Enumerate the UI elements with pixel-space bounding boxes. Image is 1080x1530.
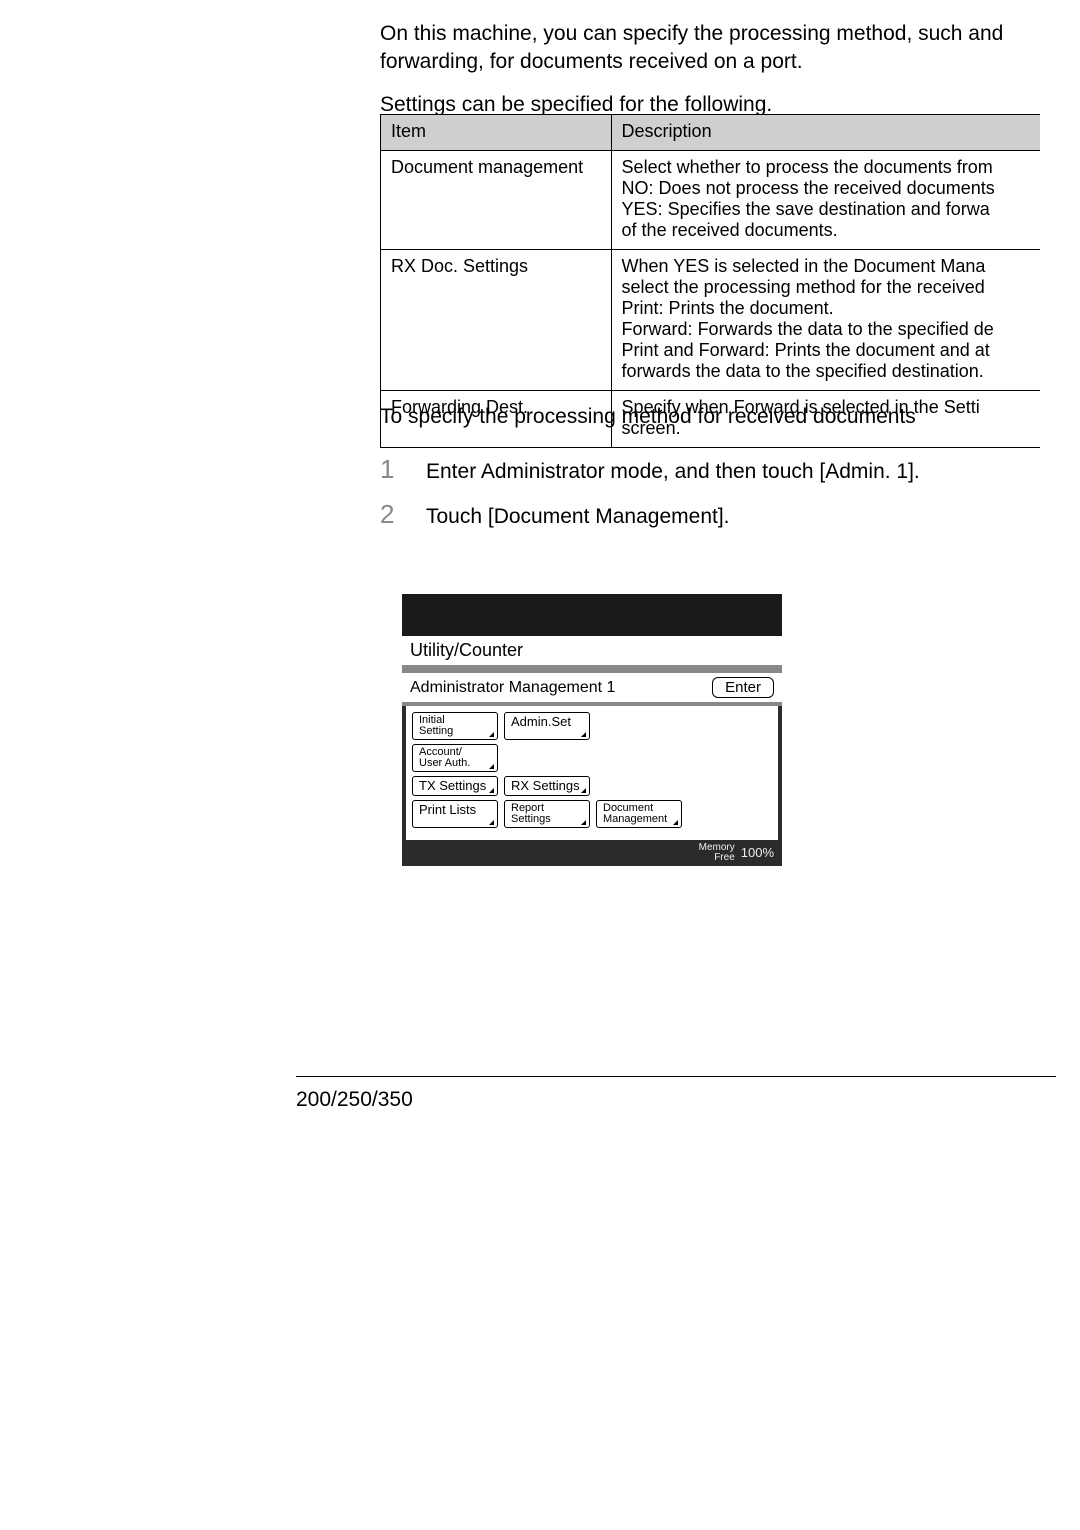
panel-subtitle: Administrator Management 1 xyxy=(410,679,615,697)
settings-table: Item Description Document management Sel… xyxy=(380,114,1040,448)
step-number: 2 xyxy=(380,499,426,530)
steps-list: 1 Enter Administrator mode, and then tou… xyxy=(380,440,920,530)
print-lists-button[interactable]: Print Lists xyxy=(412,800,498,828)
panel-title: Utility/Counter xyxy=(402,636,782,669)
document-management-button[interactable]: Document Management xyxy=(596,800,682,828)
panel-black-bar xyxy=(402,594,782,636)
step-row: 1 Enter Administrator mode, and then tou… xyxy=(380,454,920,485)
panel-body: Initial Setting Admin.Set Account/ User … xyxy=(402,706,782,840)
cell-desc: Select whether to process the documents … xyxy=(611,151,1040,250)
account-user-auth-button[interactable]: Account/ User Auth. xyxy=(412,744,498,772)
panel-subheader: Administrator Management 1 Enter xyxy=(402,673,782,702)
enter-button[interactable]: Enter xyxy=(712,677,774,698)
step-text: Enter Administrator mode, and then touch… xyxy=(426,460,920,484)
tx-settings-button[interactable]: TX Settings xyxy=(412,776,498,796)
cell-item: RX Doc. Settings xyxy=(381,250,612,391)
admin-set-button[interactable]: Admin.Set xyxy=(504,712,590,740)
step-text: Touch [Document Management]. xyxy=(426,505,730,529)
section-heading: To specify the processing method for rec… xyxy=(380,405,916,429)
intro-p1: On this machine, you can specify the pro… xyxy=(380,20,1040,77)
memory-free-label: Memory Free xyxy=(699,843,735,863)
step-row: 2 Touch [Document Management]. xyxy=(380,499,920,530)
memory-free-value: 100% xyxy=(741,845,774,860)
cell-item: Document management xyxy=(381,151,612,250)
th-desc: Description xyxy=(611,115,1040,151)
panel-footer: Memory Free 100% xyxy=(402,840,782,866)
rx-settings-button[interactable]: RX Settings xyxy=(504,776,590,796)
cell-desc: When YES is selected in the Document Man… xyxy=(611,250,1040,391)
initial-setting-button[interactable]: Initial Setting xyxy=(412,712,498,740)
device-screen: Utility/Counter Administrator Management… xyxy=(402,594,782,866)
footer-rule xyxy=(296,1076,1056,1077)
table-row: Document management Select whether to pr… xyxy=(381,151,1041,250)
th-item: Item xyxy=(381,115,612,151)
report-settings-button[interactable]: Report Settings xyxy=(504,800,590,828)
step-number: 1 xyxy=(380,454,426,485)
table-row: RX Doc. Settings When YES is selected in… xyxy=(381,250,1041,391)
footer-text: 200/250/350 xyxy=(296,1088,413,1112)
